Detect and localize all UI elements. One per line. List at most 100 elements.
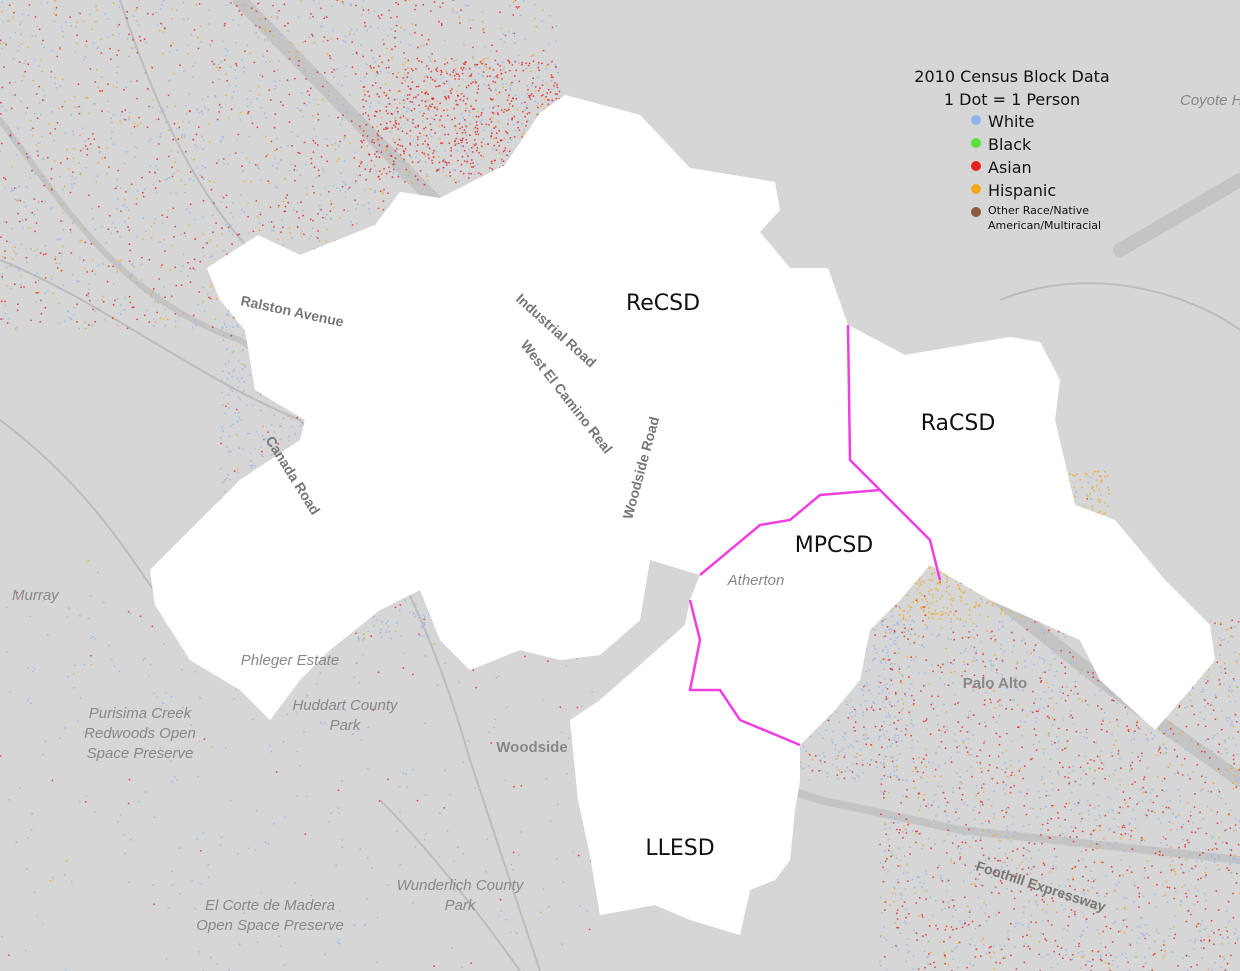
dot	[314, 142, 317, 145]
dot	[325, 138, 327, 140]
dot	[117, 49, 120, 52]
dot	[503, 66, 506, 69]
dot	[280, 34, 283, 37]
dot	[409, 129, 412, 132]
dot	[74, 177, 77, 180]
dot	[136, 51, 139, 54]
dot	[125, 206, 128, 209]
dot	[62, 211, 65, 214]
dot	[362, 633, 365, 636]
dot	[346, 209, 349, 212]
dot	[0, 39, 2, 42]
dot	[555, 40, 557, 43]
dot	[276, 137, 278, 140]
dot	[132, 265, 135, 268]
dot	[331, 5, 334, 7]
dot	[149, 165, 152, 167]
dot	[149, 138, 152, 141]
dot	[107, 265, 110, 267]
dot	[91, 28, 93, 31]
dot	[299, 174, 301, 176]
dot	[161, 0, 164, 3]
dot	[167, 155, 170, 158]
dot	[241, 368, 244, 371]
dot	[297, 16, 300, 18]
dot	[148, 105, 151, 108]
dot	[79, 134, 81, 137]
dot	[312, 247, 315, 250]
dot	[79, 149, 82, 152]
dot	[278, 79, 281, 82]
dot	[276, 238, 279, 241]
dot	[420, 91, 423, 93]
dot	[231, 96, 234, 99]
dot	[64, 20, 67, 23]
dot	[9, 130, 12, 133]
dot	[218, 111, 221, 113]
dot	[58, 252, 61, 255]
dot	[0, 236, 2, 239]
dot	[318, 240, 321, 243]
dot	[380, 620, 383, 623]
dot	[174, 161, 177, 164]
dot	[225, 405, 227, 408]
dot	[528, 62, 531, 65]
dot	[34, 250, 37, 252]
dot	[533, 3, 536, 6]
dot	[27, 46, 29, 48]
dot	[526, 104, 529, 107]
dot	[136, 318, 139, 321]
dot	[419, 135, 422, 138]
dot	[474, 131, 477, 133]
dot	[173, 122, 176, 125]
dot	[254, 164, 257, 166]
dot	[82, 20, 85, 23]
dot	[522, 0, 525, 2]
dot	[318, 174, 321, 177]
dot	[176, 49, 178, 51]
dot	[83, 267, 86, 269]
dot	[16, 309, 19, 312]
dot	[94, 310, 96, 313]
dot	[99, 90, 101, 92]
dot	[8, 4, 11, 6]
dot	[28, 156, 31, 159]
dot	[289, 169, 291, 172]
dot	[76, 21, 78, 24]
dot	[153, 222, 156, 224]
dot	[446, 109, 449, 111]
dot	[72, 171, 74, 174]
dot	[308, 101, 311, 104]
dot	[171, 166, 174, 169]
dot	[250, 101, 252, 104]
dot	[247, 215, 250, 218]
dot	[46, 156, 49, 159]
dot	[354, 208, 357, 211]
dot	[238, 416, 240, 419]
dot	[423, 616, 426, 619]
dot	[508, 62, 511, 64]
dot	[195, 3, 198, 6]
dot	[209, 256, 212, 259]
dot	[69, 228, 72, 231]
dot	[57, 107, 60, 110]
dot	[72, 157, 75, 160]
dot	[444, 90, 446, 93]
dot	[391, 56, 393, 59]
dot	[243, 70, 245, 73]
dot	[228, 83, 231, 86]
dot	[326, 144, 329, 147]
dot	[152, 184, 155, 186]
dot	[514, 0, 517, 1]
dot	[282, 417, 285, 419]
dot	[260, 446, 263, 448]
dot	[201, 110, 203, 113]
dot	[274, 85, 277, 87]
dot	[229, 224, 232, 227]
dot	[264, 135, 267, 138]
dot	[104, 156, 106, 159]
dot	[58, 47, 61, 49]
dot	[219, 437, 222, 439]
dot	[237, 396, 240, 398]
dot	[483, 58, 486, 61]
